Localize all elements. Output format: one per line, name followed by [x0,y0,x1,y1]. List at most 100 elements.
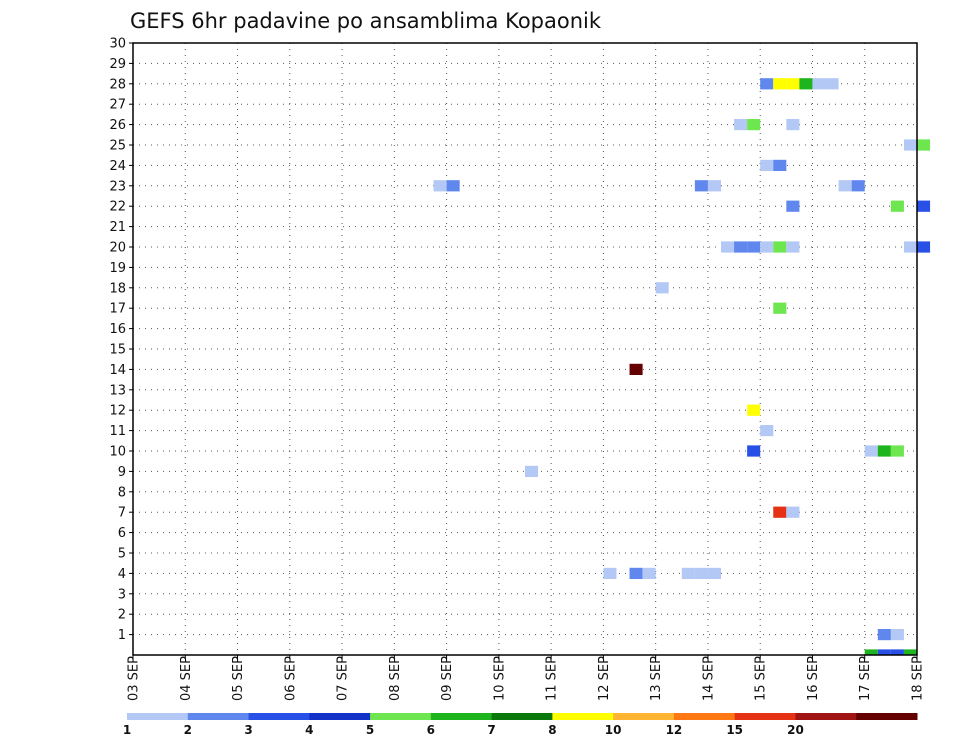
heatmap-cell [747,241,761,253]
heatmap-cell [747,118,761,131]
heatmap-cell [773,159,787,172]
legend-label: 20 [787,723,804,737]
y-tick-label: 16 [109,322,126,337]
y-tick-label: 19 [109,261,126,276]
y-tick-label: 18 [109,281,126,296]
heatmap-cell [760,241,774,253]
y-tick-label: 24 [109,159,126,174]
heatmap-cell [642,567,656,580]
y-tick-label: 15 [109,343,126,358]
legend-color-swatch [430,713,493,720]
y-tick-label: 4 [118,567,126,582]
x-tick-label: 16 SEP [806,656,821,701]
heatmap-cell [525,465,539,478]
heatmap-cell [812,78,826,90]
heatmap-cell [681,567,695,580]
y-tick-label: 30 [109,37,126,52]
heatmap-cell [629,567,643,580]
x-tick-label: 03 SEP [127,656,142,701]
x-tick-label: 04 SEP [179,656,194,701]
heatmap-cell [707,180,721,192]
legend-label: 15 [726,723,743,737]
y-tick-label: 11 [109,424,126,439]
heatmap-cell [760,424,774,437]
y-tick-label: 23 [109,179,126,194]
y-tick-label: 25 [109,139,126,154]
y-tick-label: 6 [118,526,126,541]
y-tick-label: 20 [109,241,126,256]
x-tick-label: 10 SEP [492,656,507,701]
x-tick-label: 17 SEP [858,656,873,701]
heatmap-cell [786,118,800,131]
heatmap-cell [917,200,931,212]
legend-label: 10 [605,723,622,737]
heatmap-cell [890,445,904,457]
legend-color-swatch [734,713,796,720]
y-tick-label: 17 [109,302,126,317]
x-tick-label: 08 SEP [388,656,403,701]
heatmap-cell [890,628,904,641]
legend-label: 8 [548,723,556,737]
legend-label: 5 [366,723,374,737]
heatmap-cell [864,445,878,457]
y-tick-label: 27 [109,98,126,113]
heatmap-cell [603,567,617,580]
legend-label: 3 [244,723,252,737]
y-tick-label: 2 [118,608,126,623]
y-tick-label: 22 [109,200,126,215]
heatmap-cell [433,180,447,192]
legend-label: 6 [427,723,435,737]
heatmap-cell [903,139,917,151]
legend-color-swatch [552,713,614,720]
heatmap-cell [629,363,643,376]
legend-color-swatch [248,713,310,720]
heatmap-cell [773,506,787,518]
y-tick-label: 10 [109,445,126,460]
y-tick-label: 3 [118,587,126,602]
heatmap-cell [446,180,460,192]
x-tick-label: 09 SEP [440,656,455,701]
x-tick-label: 13 SEP [649,656,664,701]
y-tick-label: 21 [109,220,126,235]
heatmap-cell [877,649,891,655]
x-tick-label: 07 SEP [336,656,351,701]
heatmap-cell [864,649,878,655]
heatmap-cell [890,649,904,655]
y-tick-label: 5 [118,547,126,562]
heatmap-cells [433,78,931,655]
heatmap-cell [903,649,917,655]
grid-lines [133,43,917,655]
legend-color-swatch [491,713,553,720]
heatmap-cell [707,567,721,580]
y-tick-label: 29 [109,57,126,72]
y-tick-label: 12 [109,404,126,419]
heatmap-cell [694,180,708,192]
legend-color-swatch [370,713,432,720]
x-tick-label: 11 SEP [545,656,560,701]
heatmap-cell [917,241,931,253]
heatmap-cell [917,139,931,151]
heatmap-cell [747,445,761,457]
legend-color-swatch [187,713,250,720]
legend-color-swatch [309,713,371,720]
heatmap-cell [721,241,735,253]
heatmap-cell [825,78,839,90]
heatmap-cell [786,506,800,518]
legend-label: 12 [666,723,683,737]
heatmap-cell [903,241,917,253]
heatmap-cell [786,78,800,90]
heatmap-cell [760,78,774,90]
x-tick-label: 12 SEP [597,656,612,701]
heatmap-cell [747,404,761,416]
x-tick-label: 15 SEP [754,656,769,701]
x-axis: 03 SEP 04 SEP 05 SEP 06 SEP 07 SEP 08 SEP 09 S… [127,655,926,701]
heatmap-cell [773,302,787,314]
legend-color-swatch [795,713,857,720]
chart-title: GEFS 6hr padavine po ansamblima Kopaonik [130,9,602,33]
y-tick-label: 1 [118,628,126,643]
legend-color-swatch [856,713,918,720]
x-tick-label: 14 SEP [701,656,716,701]
legend-color-swatch [127,713,189,720]
legend-label: 2 [184,723,192,737]
